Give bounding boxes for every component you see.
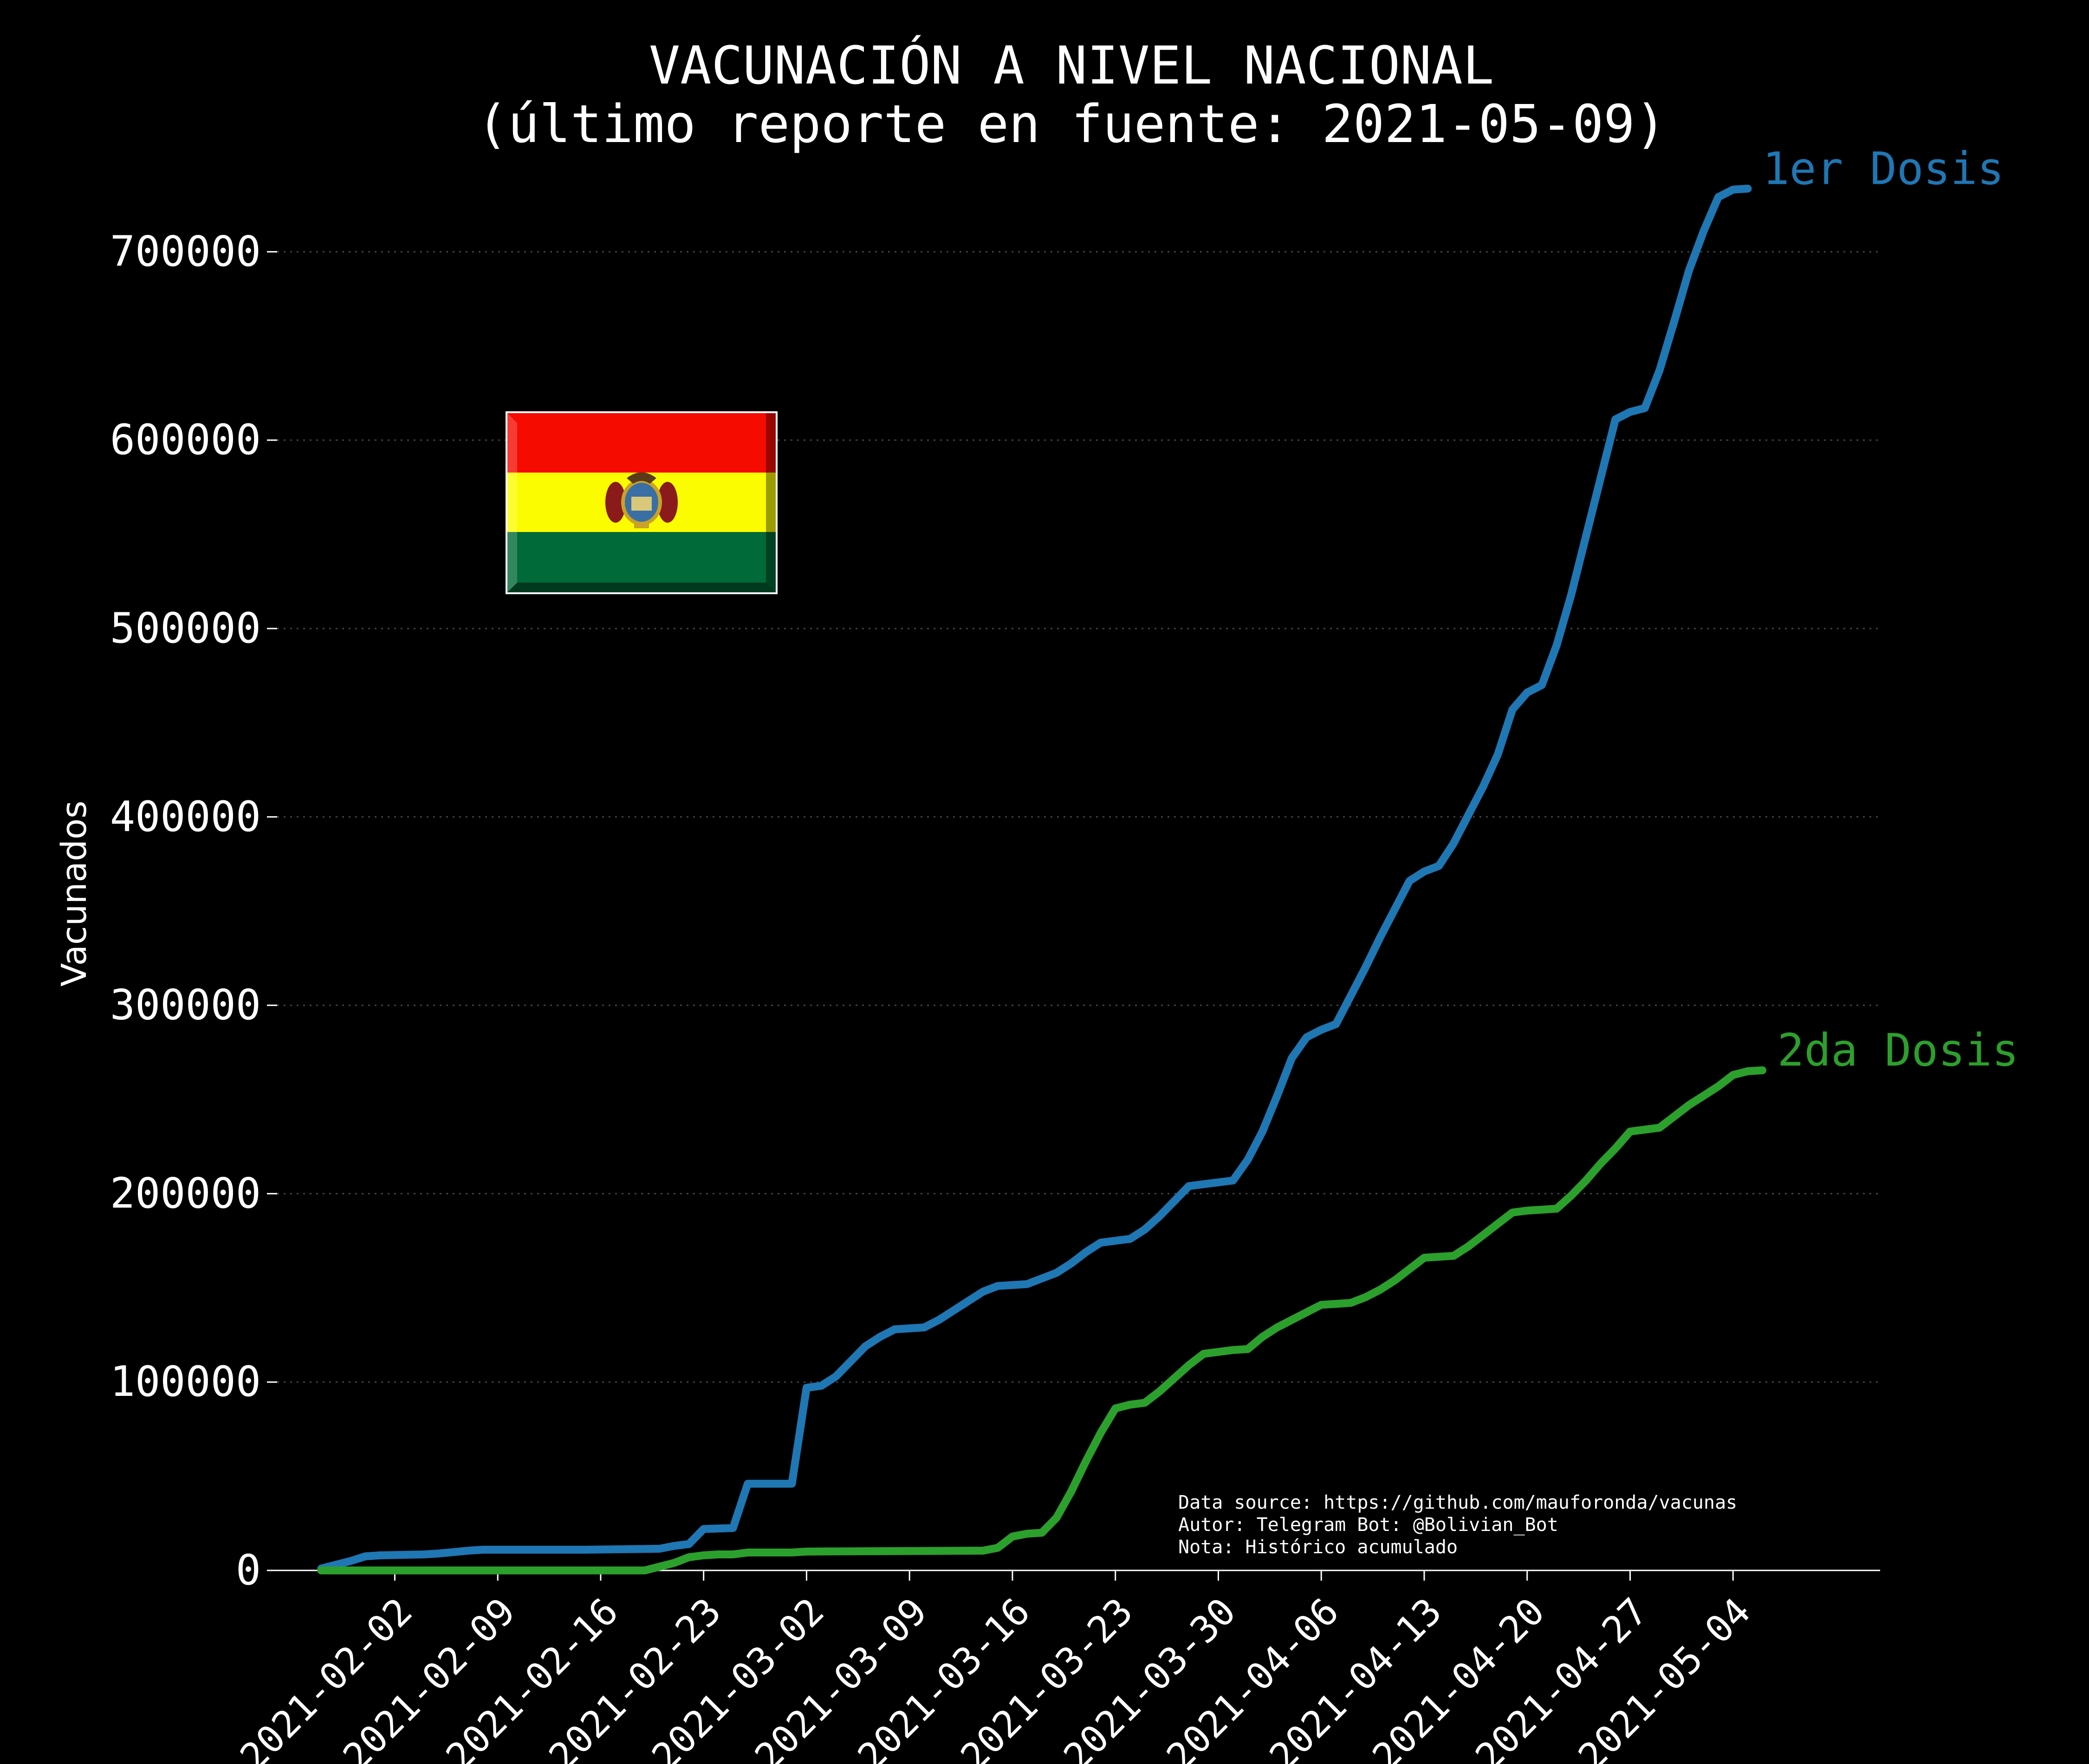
series-end-label: 2da Dosis xyxy=(1778,1025,2019,1077)
series-line xyxy=(317,1066,1767,1575)
flag-border xyxy=(506,411,778,594)
coat-of-arms-icon xyxy=(605,472,678,528)
footnote-note: Nota: Histórico acumulado xyxy=(1178,1537,1458,1558)
y-tick-label: 300000 xyxy=(110,981,261,1030)
series-line xyxy=(317,184,1752,1573)
y-tick-label: 700000 xyxy=(110,227,261,276)
flag-bevel-left xyxy=(506,412,517,593)
y-tick-label: 100000 xyxy=(110,1357,261,1406)
y-tick-label: 600000 xyxy=(110,415,261,464)
chart-title-line1: VACUNACIÓN A NIVEL NACIONAL xyxy=(649,35,1494,96)
flag-bevel-bottom xyxy=(506,583,777,593)
series-lines xyxy=(317,184,1767,1575)
flag-stripe-green xyxy=(506,532,777,593)
y-tick-labels: 0 100000 200000 300000 400000 500000 600000 700… xyxy=(110,227,261,1595)
y-tick-label: 0 xyxy=(236,1546,261,1595)
series-end-labels: 1er Dosis 2da Dosis xyxy=(1763,143,2019,1076)
y-axis-label: Vacunados xyxy=(54,801,94,987)
flag-bevel-right xyxy=(766,412,777,593)
flag-stripe-red xyxy=(506,412,777,473)
footnote-author: Autor: Telegram Bot: @Bolivian_Bot xyxy=(1178,1514,1558,1536)
footnote-data-source: Data source: https://github.com/mauforon… xyxy=(1178,1492,1737,1513)
y-tick-label: 500000 xyxy=(110,604,261,653)
footnote: Data source: https://github.com/mauforon… xyxy=(1178,1492,1737,1558)
y-tick-label: 200000 xyxy=(110,1169,261,1218)
series-end-label: 1er Dosis xyxy=(1763,143,2004,195)
y-tick-label: 400000 xyxy=(110,792,261,841)
chart-title-line2: (último reporte en fuente: 2021-05-09) xyxy=(477,94,1666,155)
bolivia-flag-icon xyxy=(506,411,778,594)
